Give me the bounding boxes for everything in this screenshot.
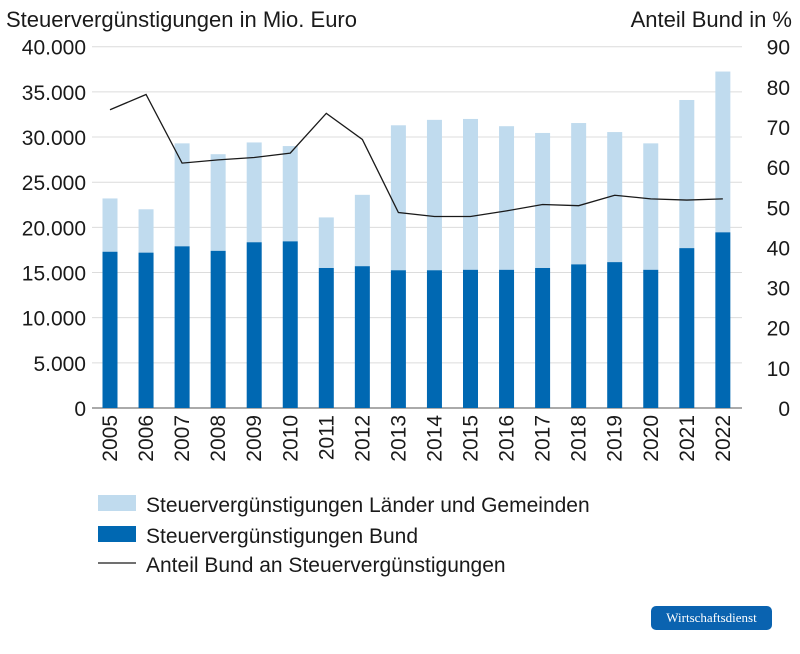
bar-bund: [499, 269, 515, 408]
bar-bund: [210, 250, 226, 408]
bar-laender-gemeinden: [679, 99, 695, 249]
bar-bund: [318, 267, 334, 408]
legend-label: Steuervergünstigungen Länder und Gemeind…: [146, 494, 590, 517]
bar-bund: [607, 262, 623, 408]
right-tick-label: 60: [767, 157, 790, 180]
bar-laender-gemeinden: [174, 143, 190, 247]
x-tick-label: 2021: [676, 415, 699, 462]
left-tick-label: 15.000: [22, 263, 86, 286]
line-anteil-bund: [109, 93, 723, 218]
bar-laender-gemeinden: [282, 146, 298, 242]
bar-bund: [282, 241, 298, 408]
x-tick-label: 2013: [387, 415, 410, 462]
bar-laender-gemeinden: [390, 125, 406, 271]
x-tick-label: 2017: [532, 415, 555, 462]
bar-bund: [246, 242, 262, 408]
bar-bund: [354, 266, 370, 408]
x-tick-label: 2014: [423, 415, 446, 462]
x-tick-label: 2009: [243, 415, 266, 462]
wirtschaftsdienst-logo: Wirtschaftsdienst: [651, 606, 772, 630]
right-axis-label: Anteil Bund in %: [631, 7, 792, 32]
bar-laender-gemeinden: [246, 142, 262, 243]
bar-bund: [679, 248, 695, 408]
bar-laender-gemeinden: [138, 209, 154, 253]
bar-bund: [571, 264, 587, 408]
bar-laender-gemeinden: [463, 118, 478, 270]
x-tick-label: 2010: [279, 415, 302, 462]
x-tick-label: 2022: [712, 415, 735, 462]
x-tick-label: 2018: [568, 415, 591, 462]
right-tick-label: 20: [767, 318, 790, 341]
bar-bund: [643, 269, 659, 408]
bar-bund: [715, 232, 731, 408]
left-axis-label: Steuervergünstigungen in Mio. Euro: [6, 7, 357, 32]
left-tick-label: 35.000: [22, 82, 86, 105]
right-tick-label: 0: [778, 398, 790, 421]
left-tick-label: 0: [74, 398, 86, 421]
left-tick-label: 10.000: [22, 308, 86, 331]
bar-laender-gemeinden: [426, 119, 442, 271]
x-tick-label: 2012: [351, 415, 374, 462]
bar-laender-gemeinden: [607, 132, 623, 263]
x-tick-label: 2005: [99, 415, 122, 462]
bar-bund: [426, 270, 442, 408]
legend-swatch-bund: [98, 526, 136, 542]
bar-bund: [390, 270, 406, 408]
x-tick-label: 2019: [604, 415, 627, 462]
right-tick-label: 10: [767, 358, 790, 381]
bar-bund: [138, 252, 154, 408]
right-tick-label: 90: [767, 37, 790, 60]
left-tick-label: 40.000: [22, 37, 86, 60]
bar-laender-gemeinden: [535, 132, 551, 268]
left-tick-label: 5.000: [33, 353, 86, 376]
bar-bund: [535, 267, 551, 408]
bar-bund: [463, 269, 478, 408]
bar-laender-gemeinden: [499, 126, 515, 270]
bar-bund: [174, 246, 190, 408]
legend-label: Anteil Bund an Steuervergünstigungen: [146, 554, 506, 577]
x-tick-label: 2011: [315, 415, 338, 460]
bar-bund: [102, 251, 118, 408]
bar-laender-gemeinden: [715, 71, 731, 233]
bar-laender-gemeinden: [643, 143, 659, 270]
bar-laender-gemeinden: [354, 194, 370, 267]
left-tick-label: 25.000: [22, 172, 86, 195]
left-tick-label: 30.000: [22, 127, 86, 150]
right-tick-label: 80: [767, 77, 790, 100]
bar-laender-gemeinden: [102, 198, 118, 252]
bar-laender-gemeinden: [571, 123, 587, 265]
right-tick-label: 30: [767, 278, 790, 301]
x-tick-label: 2007: [171, 415, 194, 462]
x-tick-label: 2008: [207, 415, 230, 462]
legend-swatch-laender: [98, 495, 136, 511]
x-tick-label: 2006: [135, 415, 158, 462]
x-tick-label: 2020: [640, 415, 663, 462]
bar-laender-gemeinden: [318, 217, 334, 268]
right-tick-label: 70: [767, 117, 790, 140]
right-tick-label: 40: [767, 237, 790, 260]
bar-laender-gemeinden: [210, 154, 226, 251]
x-tick-label: 2016: [496, 415, 519, 462]
legend-label: Steuervergünstigungen Bund: [146, 525, 418, 548]
right-tick-label: 50: [767, 197, 790, 220]
left-tick-label: 20.000: [22, 217, 86, 240]
x-tick-label: 2015: [460, 415, 483, 462]
